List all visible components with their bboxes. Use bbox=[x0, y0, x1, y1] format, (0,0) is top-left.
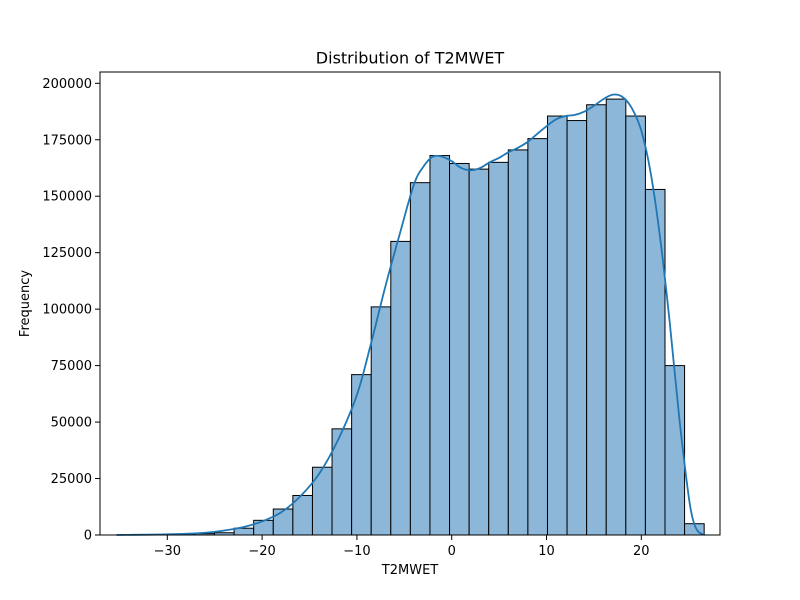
y-tick-label: 25000 bbox=[51, 472, 92, 487]
x-tick-label: 0 bbox=[448, 544, 456, 559]
histogram-bar bbox=[546, 115, 568, 536]
chart-title: Distribution of T2MWET bbox=[316, 49, 505, 68]
y-tick-label: 0 bbox=[84, 529, 92, 544]
histogram-bar bbox=[527, 138, 548, 536]
y-tick-label: 175000 bbox=[42, 133, 92, 148]
y-tick-label: 150000 bbox=[42, 190, 92, 205]
histogram-bar bbox=[605, 98, 627, 536]
y-tick-label: 200000 bbox=[42, 77, 92, 92]
x-tick-label: 10 bbox=[538, 544, 555, 559]
y-tick-label: 125000 bbox=[42, 246, 92, 261]
histogram-bar bbox=[488, 161, 509, 536]
histogram-bar bbox=[625, 115, 646, 536]
x-axis-title: T2MWET bbox=[381, 563, 438, 578]
histogram-bar bbox=[449, 162, 470, 536]
histogram-bar bbox=[468, 168, 490, 536]
histogram-bar bbox=[311, 466, 333, 536]
histogram-bar bbox=[409, 182, 431, 536]
x-axis-ticks: −30 −20 −10 0 10 20 bbox=[154, 535, 650, 559]
y-axis-ticks: 0 25000 50000 75000 100000 125000 150000 175000… bbox=[42, 77, 100, 544]
histogram-bar bbox=[566, 120, 588, 536]
histogram-bar bbox=[351, 374, 372, 536]
histogram-bars bbox=[116, 98, 705, 536]
x-tick-label: −20 bbox=[248, 544, 275, 559]
histogram-bar bbox=[644, 188, 666, 536]
kde-curve bbox=[116, 93, 706, 536]
histogram-bar bbox=[370, 306, 392, 536]
histogram-bar bbox=[272, 508, 294, 536]
plot-frame bbox=[99, 71, 721, 536]
y-tick-label: 100000 bbox=[42, 303, 92, 318]
x-tick-label: −10 bbox=[343, 544, 370, 559]
histogram-bar bbox=[664, 365, 686, 536]
x-tick-label: 20 bbox=[633, 544, 650, 559]
histogram-bar bbox=[586, 104, 607, 536]
y-axis-title: Frequency bbox=[18, 270, 33, 337]
x-tick-label: −30 bbox=[154, 544, 181, 559]
y-tick-label: 50000 bbox=[51, 416, 92, 431]
histogram-bar bbox=[507, 149, 529, 536]
histogram-bar bbox=[390, 240, 411, 536]
histogram-bar bbox=[429, 155, 451, 536]
y-tick-label: 75000 bbox=[51, 359, 92, 374]
